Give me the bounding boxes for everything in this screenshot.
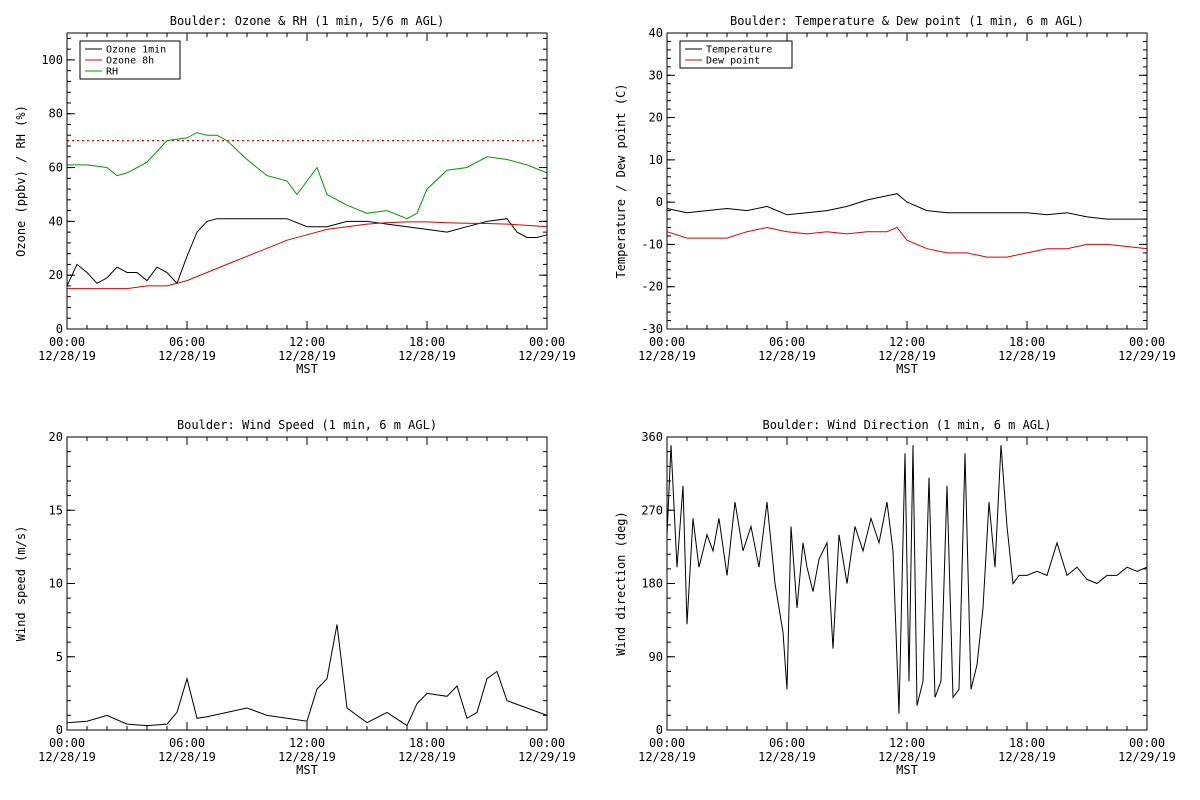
legend-label: RH [106, 67, 118, 78]
chart-title: Boulder: Wind Direction (1 min, 6 m AGL) [763, 418, 1052, 432]
y-tick-label: 270 [641, 503, 663, 517]
chart-title: Boulder: Ozone & RH (1 min, 5/6 m AGL) [170, 14, 445, 28]
x-tick-label-date: 12/28/19 [278, 349, 336, 363]
x-tick-label-time: 12:00 [889, 736, 925, 750]
x-tick-label-time: 12:00 [289, 736, 325, 750]
y-tick-label: 0 [56, 723, 63, 737]
legend-label: Dew point [706, 56, 760, 67]
x-tick-label-date: 12/28/19 [398, 349, 456, 363]
x-tick-label-date: 12/28/19 [878, 349, 936, 363]
x-tick-label-date: 12/28/19 [638, 750, 696, 764]
x-tick-label-date: 12/29/19 [1118, 349, 1176, 363]
x-tick-label-date: 12/29/19 [1118, 750, 1176, 764]
series-line-2 [666, 226, 1148, 258]
x-axis-label: MST [296, 763, 318, 777]
y-tick-label: 5 [56, 650, 63, 664]
x-tick-label-date: 12/28/19 [998, 750, 1056, 764]
legend-label: Temperature [706, 45, 772, 56]
y-tick-label: 40 [649, 26, 663, 40]
y-tick-label: 20 [49, 430, 63, 444]
x-tick-label-time: 06:00 [769, 335, 805, 349]
y-axis-label: Wind speed (m/s) [14, 526, 28, 642]
y-tick-label: 20 [49, 268, 63, 282]
y-tick-label: 10 [649, 153, 663, 167]
x-tick-label-time: 18:00 [409, 335, 445, 349]
y-tick-label: 60 [49, 161, 63, 175]
x-tick-label-time: 00:00 [529, 335, 565, 349]
chart-title: Boulder: Wind Speed (1 min, 6 m AGL) [177, 418, 437, 432]
y-tick-label: 80 [49, 107, 63, 121]
x-tick-label-time: 06:00 [169, 335, 205, 349]
chart-panel-3: Boulder: Wind Speed (1 min, 6 m AGL) 0 5 10… [14, 418, 576, 777]
y-tick-label: 100 [41, 53, 63, 67]
x-tick-label-date: 12/28/19 [278, 750, 336, 764]
x-axis-label: MST [896, 362, 918, 376]
x-tick-label-date: 12/29/19 [518, 750, 576, 764]
y-tick-label: -30 [641, 322, 663, 336]
y-tick-label: 0 [656, 723, 663, 737]
y-axis-label: Temperature / Dew point (C) [614, 83, 628, 278]
x-tick-label-date: 12/28/19 [878, 750, 936, 764]
series-line-1 [66, 624, 548, 727]
y-tick-label: 0 [656, 195, 663, 209]
series-line-2 [67, 221, 548, 290]
y-axis-label: Ozone (ppbv) / RH (%) [14, 105, 28, 257]
plot-frame [666, 32, 1148, 330]
x-tick-label-date: 12/28/19 [758, 349, 816, 363]
x-axis-label: MST [896, 763, 918, 777]
chart-panel-2: Boulder: Temperature & Dew point (1 min,… [614, 14, 1176, 376]
legend-label: Ozone 8h [106, 56, 154, 67]
legend-label: Ozone 1min [106, 45, 166, 56]
chart-panel-4: Boulder: Wind Direction (1 min, 6 m AGL)… [614, 418, 1176, 777]
y-tick-label: 40 [49, 214, 63, 228]
series-line-1 [666, 445, 1148, 714]
series-line-3 [67, 132, 548, 220]
x-tick-label-time: 00:00 [649, 335, 685, 349]
plot-frame [66, 436, 548, 731]
x-tick-label-time: 00:00 [649, 736, 685, 750]
chart-panel-1: Boulder: Ozone & RH (1 min, 5/6 m AGL) 0 2… [14, 14, 576, 376]
series-line-1 [66, 218, 548, 287]
x-tick-label-date: 12/28/19 [638, 349, 696, 363]
y-tick-label: 360 [641, 430, 663, 444]
y-tick-label: 10 [49, 577, 63, 591]
y-tick-label: -10 [641, 237, 663, 251]
x-tick-label-date: 12/28/19 [38, 349, 96, 363]
x-tick-label-time: 18:00 [1009, 335, 1045, 349]
x-tick-label-time: 00:00 [1129, 335, 1165, 349]
x-tick-label-time: 06:00 [169, 736, 205, 750]
x-tick-label-time: 18:00 [409, 736, 445, 750]
x-tick-label-date: 12/28/19 [158, 750, 216, 764]
y-tick-label: -20 [641, 280, 663, 294]
x-tick-label-date: 12/28/19 [758, 750, 816, 764]
x-tick-label-time: 12:00 [889, 335, 925, 349]
y-tick-label: 90 [649, 650, 663, 664]
x-tick-label-date: 12/28/19 [398, 750, 456, 764]
y-tick-label: 0 [56, 322, 63, 336]
x-tick-label-time: 00:00 [49, 335, 85, 349]
x-tick-label-time: 18:00 [1009, 736, 1045, 750]
x-tick-label-date: 12/28/19 [38, 750, 96, 764]
x-tick-label-date: 12/29/19 [518, 349, 576, 363]
x-axis-label: MST [296, 362, 318, 376]
y-tick-label: 180 [641, 577, 663, 591]
x-tick-label-time: 00:00 [529, 736, 565, 750]
x-tick-label-date: 12/28/19 [998, 349, 1056, 363]
x-tick-label-time: 06:00 [769, 736, 805, 750]
y-tick-label: 15 [49, 503, 63, 517]
y-tick-label: 30 [649, 68, 663, 82]
y-axis-label: Wind direction (deg) [614, 511, 628, 656]
legend-box [679, 40, 793, 69]
x-tick-label-time: 12:00 [289, 335, 325, 349]
x-tick-label-time: 00:00 [1129, 736, 1165, 750]
chart-title: Boulder: Temperature & Dew point (1 min,… [730, 14, 1084, 28]
series-line-1 [666, 193, 1147, 220]
y-tick-label: 20 [649, 111, 663, 125]
x-tick-label-time: 00:00 [49, 736, 85, 750]
x-tick-label-date: 12/28/19 [158, 349, 216, 363]
